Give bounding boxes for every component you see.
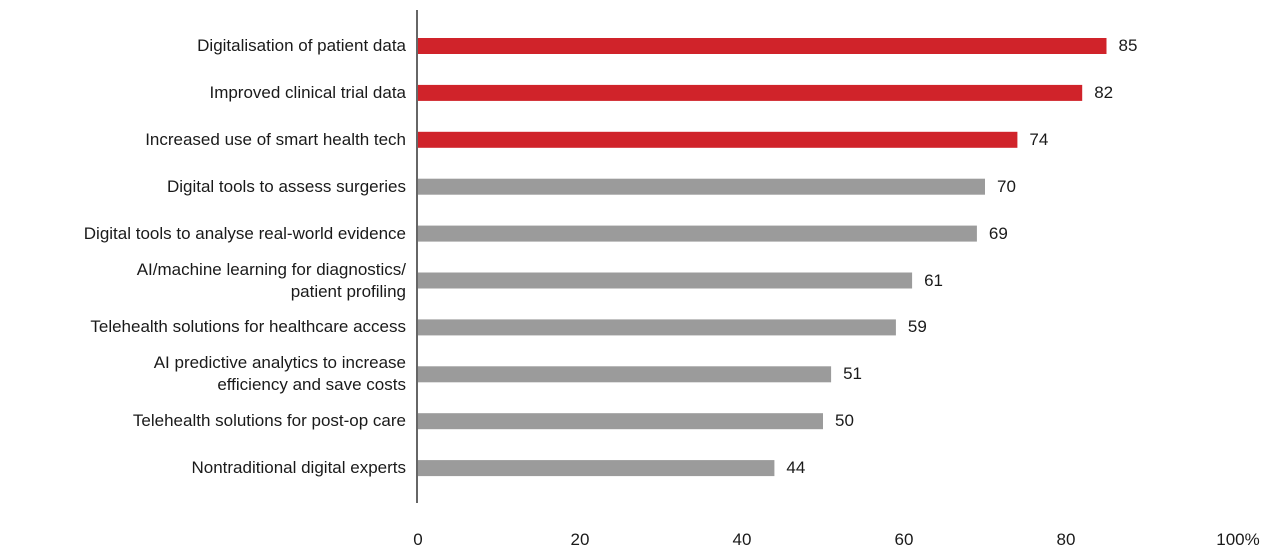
x-tick-label: 60 xyxy=(894,530,914,549)
value-label: 82 xyxy=(1094,82,1114,102)
category-label: Digitalisation of patient data xyxy=(197,36,406,55)
bar xyxy=(418,131,1018,148)
x-tick-label: 80 xyxy=(1056,530,1076,549)
bar xyxy=(418,38,1107,54)
value-label: 50 xyxy=(835,411,854,431)
value-label: 51 xyxy=(843,364,863,384)
category-label: Telehealth solutions for healthcare acce… xyxy=(90,317,406,337)
bar xyxy=(418,225,977,242)
category-label: Digital tools to assess surgeries xyxy=(166,176,406,196)
bar xyxy=(418,366,832,383)
value-label: 70 xyxy=(997,176,1016,196)
category-label: Digital tools to analyse real-world evid… xyxy=(83,223,406,243)
value-label: 85 xyxy=(1118,36,1138,55)
category-label: Improved clinical trial data xyxy=(209,82,406,102)
x-tick-label: 40 xyxy=(732,530,752,549)
x-tick-label: 0 xyxy=(413,530,423,549)
category-label: AI/machine learning for diagnostics/ pat… xyxy=(136,259,406,301)
bar xyxy=(418,413,823,430)
category-label: Increased use of smart health tech xyxy=(145,129,406,149)
category-label: AI predictive analytics to increase effi… xyxy=(153,353,406,395)
value-label: 59 xyxy=(907,317,927,337)
x-tick-label: 20 xyxy=(570,530,590,549)
value-label: 44 xyxy=(786,458,806,478)
x-tick-label: 100% xyxy=(1216,530,1260,549)
value-label: 74 xyxy=(1029,129,1049,149)
value-label: 69 xyxy=(988,223,1008,243)
value-label: 61 xyxy=(924,270,944,290)
category-label: Nontraditional digital experts xyxy=(191,458,406,478)
bar xyxy=(418,178,985,195)
bar xyxy=(418,272,913,289)
category-label: Telehealth solutions for post-op care xyxy=(132,411,406,431)
bar xyxy=(418,319,896,336)
bar xyxy=(418,460,775,477)
bar xyxy=(418,84,1083,101)
